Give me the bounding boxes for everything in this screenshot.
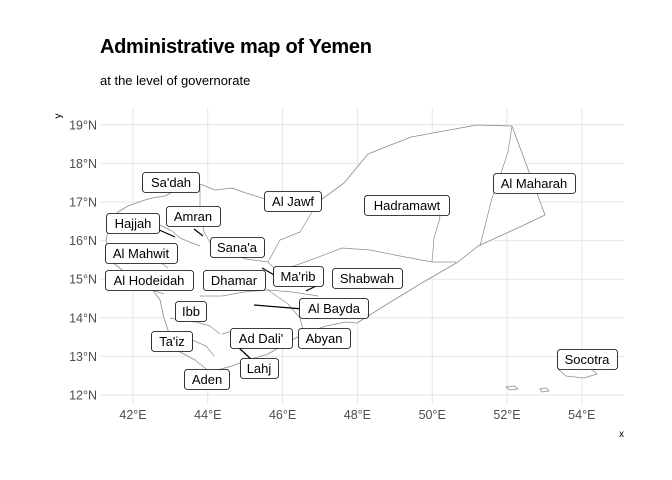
svg-text:Abyan: Abyan	[306, 331, 343, 346]
svg-text:Amran: Amran	[174, 209, 212, 224]
label-shabwah: Shabwah	[332, 268, 403, 289]
y-axis-label: y	[53, 114, 64, 119]
label-abyan: Abyan	[298, 328, 351, 349]
label-socotra: Socotra	[557, 349, 618, 370]
label-al-jawf: Al Jawf	[264, 191, 322, 212]
label-sanaa: Sana'a	[210, 237, 265, 258]
label-aden: Aden	[184, 369, 230, 390]
label-al-hodeidah: Al Hodeidah	[105, 270, 194, 291]
svg-text:Hajjah: Hajjah	[115, 216, 152, 231]
svg-text:Al Jawf: Al Jawf	[272, 194, 314, 209]
svg-text:Ta'iz: Ta'iz	[159, 334, 185, 349]
label-ad-dali: Ad Dali'	[230, 328, 293, 349]
x-tick-label: 52°E	[493, 408, 520, 422]
svg-text:Sa'dah: Sa'dah	[151, 175, 191, 190]
svg-text:Shabwah: Shabwah	[340, 271, 394, 286]
y-tick-label: 16°N	[69, 234, 97, 248]
x-tick-label: 44°E	[194, 408, 221, 422]
svg-text:Al Bayda: Al Bayda	[308, 301, 361, 316]
label-sadah: Sa'dah	[142, 172, 200, 193]
x-tick-label: 50°E	[419, 408, 446, 422]
svg-text:Al Mahwit: Al Mahwit	[113, 246, 170, 261]
label-ibb: Ibb	[175, 301, 207, 322]
x-tick-label: 54°E	[568, 408, 595, 422]
x-axis-label: x	[619, 429, 624, 440]
svg-text:Aden: Aden	[192, 372, 222, 387]
svg-text:Al Hodeidah: Al Hodeidah	[114, 273, 185, 288]
label-al-bayda: Al Bayda	[299, 298, 369, 319]
svg-text:Al Maharah: Al Maharah	[501, 176, 567, 191]
svg-text:Ma'rib: Ma'rib	[281, 269, 316, 284]
x-tick-label: 48°E	[344, 408, 371, 422]
svg-text:Hadramawt: Hadramawt	[374, 198, 441, 213]
y-tick-label: 12°N	[69, 389, 97, 403]
label-al-maharah: Al Maharah	[493, 173, 576, 194]
svg-text:Socotra: Socotra	[565, 352, 611, 367]
map-subtitle: at the level of governorate	[100, 73, 251, 88]
y-tick-label: 15°N	[69, 273, 97, 287]
y-tick-label: 14°N	[69, 311, 97, 325]
label-marib: Ma'rib	[273, 266, 324, 287]
label-taiz: Ta'iz	[151, 331, 193, 352]
label-amran: Amran	[166, 206, 221, 227]
svg-text:Sana'a: Sana'a	[217, 240, 258, 255]
label-al-mahwit: Al Mahwit	[105, 243, 178, 264]
x-tick-label: 46°E	[269, 408, 296, 422]
governorate-labels: Sa'dah Al Jawf Hadramawt Al Maharah Amra…	[105, 172, 618, 390]
y-tick-label: 17°N	[69, 196, 97, 210]
map-title: Administrative map of Yemen	[100, 36, 372, 58]
y-tick-label: 18°N	[69, 157, 97, 171]
label-hajjah: Hajjah	[106, 213, 160, 234]
y-tick-label: 13°N	[69, 350, 97, 364]
x-tick-label: 42°E	[119, 408, 146, 422]
y-tick-label: 19°N	[69, 118, 97, 132]
axis-ticks: 42°E 44°E 46°E 48°E 50°E 52°E 54°E 12°N 13°N 14°N…	[69, 118, 595, 422]
svg-text:Ibb: Ibb	[182, 304, 200, 319]
label-hadramawt: Hadramawt	[364, 195, 450, 216]
svg-text:Lahj: Lahj	[247, 361, 272, 376]
label-dhamar: Dhamar	[203, 270, 266, 291]
label-lahj: Lahj	[240, 358, 279, 379]
svg-text:Dhamar: Dhamar	[211, 273, 258, 288]
svg-text:Ad Dali': Ad Dali'	[239, 331, 283, 346]
